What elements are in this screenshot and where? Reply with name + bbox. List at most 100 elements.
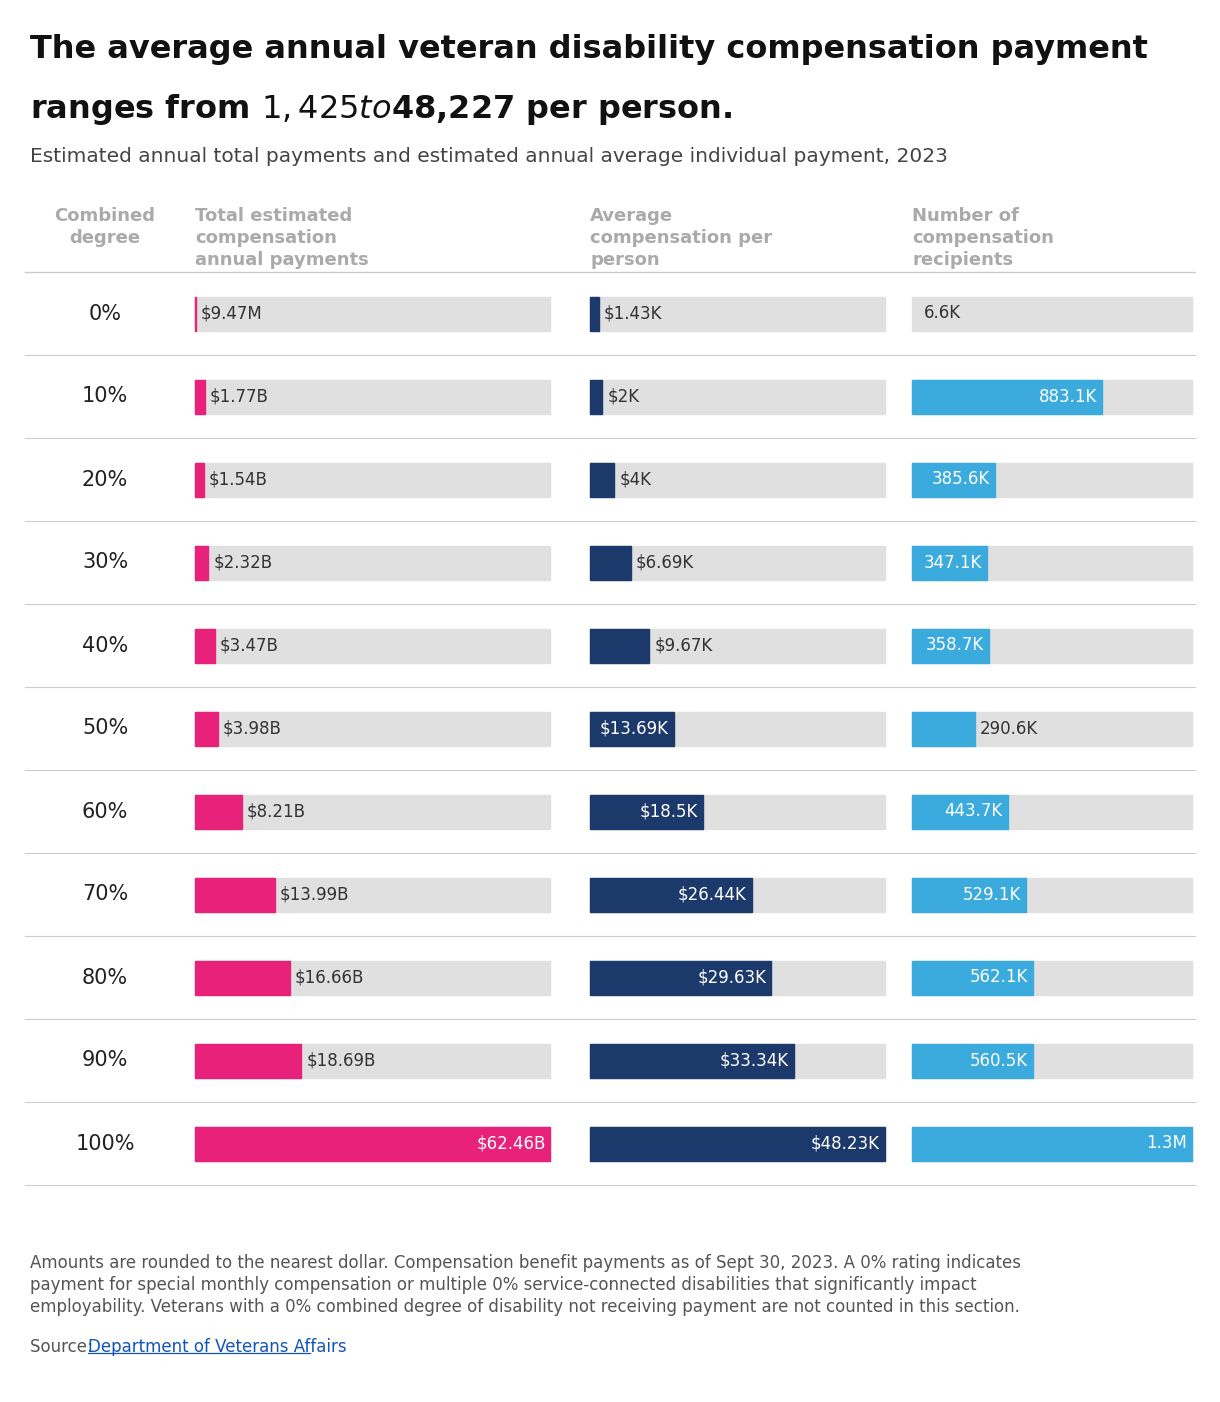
Bar	[590, 711, 884, 746]
Text: Total estimated
compensation
annual payments: Total estimated compensation annual paym…	[195, 207, 368, 269]
Text: 1.3M: 1.3M	[1146, 1134, 1187, 1152]
Bar	[913, 1126, 1192, 1161]
Bar	[590, 711, 673, 746]
Bar	[195, 545, 550, 579]
Bar	[195, 380, 550, 414]
Text: $62.46B: $62.46B	[477, 1134, 547, 1152]
Text: $1.77B: $1.77B	[210, 387, 268, 405]
Text: $3.47B: $3.47B	[220, 637, 278, 655]
Bar	[590, 795, 703, 829]
Bar	[195, 795, 550, 829]
Text: 385.6K: 385.6K	[932, 471, 991, 488]
Bar	[590, 1043, 884, 1078]
Text: $2K: $2K	[608, 387, 639, 405]
Text: Number of
compensation
recipients: Number of compensation recipients	[913, 207, 1054, 269]
Text: $1.54B: $1.54B	[209, 471, 267, 488]
Text: $8.21B: $8.21B	[246, 802, 306, 820]
Bar	[913, 795, 1008, 829]
Bar	[590, 380, 884, 414]
Bar	[913, 1043, 1032, 1078]
Text: 70%: 70%	[82, 885, 128, 904]
Bar	[590, 545, 631, 579]
Text: 90%: 90%	[82, 1050, 128, 1071]
Bar	[913, 1126, 1192, 1161]
Bar	[195, 1043, 301, 1078]
Text: 0%: 0%	[89, 303, 122, 324]
Text: 6.6K: 6.6K	[924, 304, 960, 322]
Bar	[590, 1126, 884, 1161]
Text: $13.69K: $13.69K	[600, 719, 669, 737]
Text: $3.98B: $3.98B	[222, 719, 282, 737]
Bar	[913, 380, 1192, 414]
Bar	[195, 463, 204, 496]
Bar	[195, 878, 550, 911]
Bar	[913, 878, 1192, 911]
Bar	[590, 545, 884, 579]
Text: $2.32B: $2.32B	[214, 554, 272, 572]
Bar	[195, 545, 209, 579]
Bar	[195, 1126, 550, 1161]
Bar	[590, 463, 884, 496]
Bar	[590, 1126, 884, 1161]
Bar	[913, 960, 1033, 994]
Text: 60%: 60%	[82, 802, 128, 822]
Text: 40%: 40%	[82, 635, 128, 656]
Bar	[195, 1043, 550, 1078]
Text: 347.1K: 347.1K	[924, 554, 982, 572]
Bar	[913, 463, 1192, 496]
Text: 290.6K: 290.6K	[980, 719, 1038, 737]
Text: 80%: 80%	[82, 967, 128, 987]
Bar	[913, 795, 1192, 829]
Bar	[913, 545, 987, 579]
Text: 100%: 100%	[76, 1133, 134, 1154]
Text: Average
compensation per
person: Average compensation per person	[590, 207, 772, 269]
Text: $18.5K: $18.5K	[639, 802, 698, 820]
Text: $6.69K: $6.69K	[636, 554, 694, 572]
Text: Estimated annual total payments and estimated annual average individual payment,: Estimated annual total payments and esti…	[30, 147, 948, 165]
Text: Source:: Source:	[30, 1338, 98, 1356]
Bar	[195, 296, 550, 331]
Bar	[590, 296, 599, 331]
Text: payment for special monthly compensation or multiple 0% service-connected disabi: payment for special monthly compensation…	[30, 1276, 977, 1294]
Text: $9.47M: $9.47M	[201, 304, 262, 322]
Bar	[195, 960, 550, 994]
Text: Department of Veterans Affairs: Department of Veterans Affairs	[88, 1338, 346, 1356]
Text: $9.67K: $9.67K	[654, 637, 712, 655]
Bar	[590, 878, 752, 911]
Bar	[913, 711, 1192, 746]
Bar	[195, 463, 550, 496]
Bar	[913, 628, 989, 663]
Bar	[590, 960, 884, 994]
Bar	[195, 960, 289, 994]
Bar	[590, 1043, 794, 1078]
Bar	[195, 711, 550, 746]
Text: employability. Veterans with a 0% combined degree of disability not receiving pa: employability. Veterans with a 0% combin…	[30, 1298, 1020, 1316]
Text: 883.1K: 883.1K	[1039, 387, 1097, 405]
Text: $48.23K: $48.23K	[811, 1134, 880, 1152]
Bar	[590, 795, 884, 829]
Bar	[913, 628, 1192, 663]
Text: $1.43K: $1.43K	[604, 304, 662, 322]
Bar	[195, 795, 242, 829]
Text: 443.7K: 443.7K	[944, 802, 1003, 820]
Text: $26.44K: $26.44K	[678, 886, 747, 903]
Bar	[195, 628, 550, 663]
Bar	[195, 711, 217, 746]
Bar	[590, 878, 884, 911]
Text: $13.99B: $13.99B	[279, 886, 349, 903]
Text: $33.34K: $33.34K	[720, 1052, 789, 1070]
Text: 30%: 30%	[82, 552, 128, 572]
Bar	[590, 463, 615, 496]
Bar	[913, 1043, 1192, 1078]
Bar	[195, 628, 215, 663]
Text: 10%: 10%	[82, 387, 128, 407]
Text: 560.5K: 560.5K	[970, 1052, 1027, 1070]
Text: $4K: $4K	[620, 471, 651, 488]
Text: 358.7K: 358.7K	[926, 637, 985, 655]
Bar	[195, 380, 205, 414]
Bar	[913, 380, 1102, 414]
Bar	[590, 628, 884, 663]
Bar	[590, 380, 603, 414]
Bar	[913, 878, 1026, 911]
Text: 50%: 50%	[82, 718, 128, 739]
